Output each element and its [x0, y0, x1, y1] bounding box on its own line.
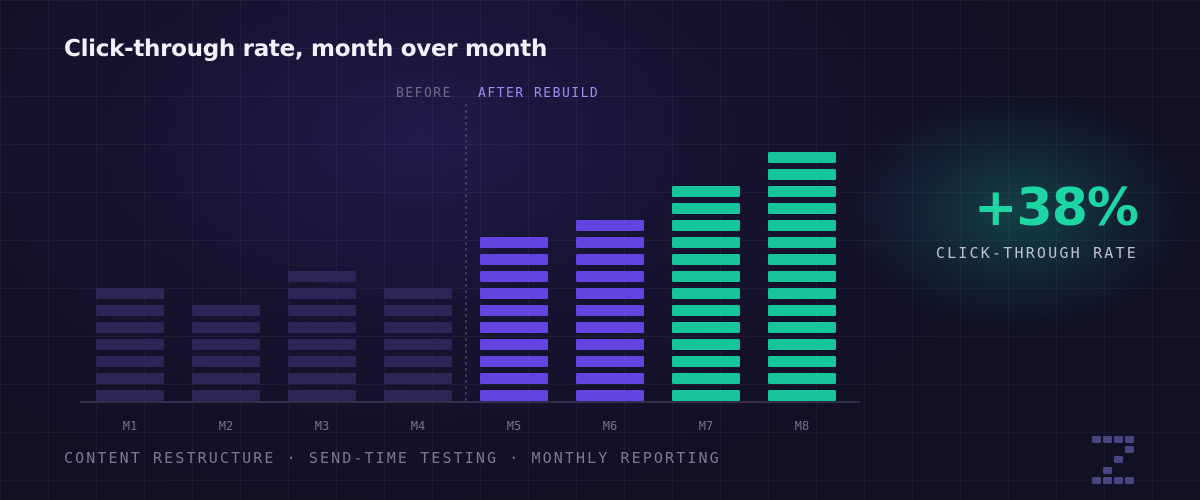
- bar-m8-segment: [768, 339, 836, 350]
- bar-m1-segment: [96, 390, 164, 401]
- bar-m3-segment: [288, 271, 356, 282]
- bar-m7-segment: [672, 203, 740, 214]
- bar-m4-segment: [384, 288, 452, 299]
- bar-m7-segment: [672, 305, 740, 316]
- bar-m3-segment: [288, 390, 356, 401]
- bar-m1-segment: [96, 356, 164, 367]
- bar-m7-segment: [672, 271, 740, 282]
- bar-m2-segment: [192, 390, 260, 401]
- bar-m4-segment: [384, 305, 452, 316]
- bar-m3-segment: [288, 322, 356, 333]
- bar-m6-segment: [576, 220, 644, 231]
- tick-label-m8: M8: [795, 419, 809, 433]
- bar-m2-segment: [192, 305, 260, 316]
- bar-m8-segment: [768, 373, 836, 384]
- brand-logo: [1092, 436, 1134, 484]
- bar-m2-segment: [192, 322, 260, 333]
- stat-glow: [850, 95, 1190, 330]
- bar-m7-segment: [672, 288, 740, 299]
- bar-m5-segment: [480, 373, 548, 384]
- bar-m3-segment: [288, 356, 356, 367]
- bar-m5-segment: [480, 339, 548, 350]
- tick-label-m2: M2: [219, 419, 233, 433]
- bar-m7-segment: [672, 373, 740, 384]
- tick-label-m5: M5: [507, 419, 521, 433]
- bar-m6-segment: [576, 322, 644, 333]
- bar-m7-segment: [672, 356, 740, 367]
- bar-m6-segment: [576, 356, 644, 367]
- bar-m7-segment: [672, 322, 740, 333]
- bar-m3-segment: [288, 373, 356, 384]
- tick-label-m7: M7: [699, 419, 713, 433]
- bar-m7-segment: [672, 186, 740, 197]
- bar-m5-segment: [480, 288, 548, 299]
- bar-m6-segment: [576, 373, 644, 384]
- bar-m8-segment: [768, 203, 836, 214]
- bar-m8-segment: [768, 322, 836, 333]
- bar-m4-segment: [384, 322, 452, 333]
- bar-m6-segment: [576, 237, 644, 248]
- bar-m1-segment: [96, 373, 164, 384]
- bar-m5-segment: [480, 356, 548, 367]
- bar-m8-segment: [768, 169, 836, 180]
- bar-m8-segment: [768, 254, 836, 265]
- bar-m2-segment: [192, 373, 260, 384]
- phase-label-after: AFTER REBUILD: [478, 86, 600, 101]
- stat-value: +38%: [973, 178, 1139, 238]
- bar-m6-segment: [576, 271, 644, 282]
- bar-m3-segment: [288, 339, 356, 350]
- bar-m5-segment: [480, 322, 548, 333]
- tick-label-m6: M6: [603, 419, 617, 433]
- bar-m4-segment: [384, 356, 452, 367]
- bar-m7-segment: [672, 220, 740, 231]
- bar-m6-segment: [576, 305, 644, 316]
- bar-m1-segment: [96, 305, 164, 316]
- bar-m1-segment: [96, 339, 164, 350]
- tick-label-m3: M3: [315, 419, 329, 433]
- bar-m5-segment: [480, 305, 548, 316]
- bar-m8-segment: [768, 237, 836, 248]
- bar-m3-segment: [288, 305, 356, 316]
- bar-m7-segment: [672, 390, 740, 401]
- bar-m8-segment: [768, 305, 836, 316]
- bar-m7-segment: [672, 237, 740, 248]
- bar-m2-segment: [192, 356, 260, 367]
- bar-m7-segment: [672, 339, 740, 350]
- bar-chart: M1 M2 M3 M4 M5 M6 M7 M8: [80, 104, 860, 433]
- bar-m7-segment: [672, 254, 740, 265]
- tick-label-m1: M1: [123, 419, 137, 433]
- bar-m5-segment: [480, 237, 548, 248]
- bar-m8-segment: [768, 288, 836, 299]
- bar-m8-segment: [768, 186, 836, 197]
- bar-m6-segment: [576, 254, 644, 265]
- bar-m5-segment: [480, 390, 548, 401]
- bar-m8-segment: [768, 271, 836, 282]
- bar-m1-segment: [96, 322, 164, 333]
- bar-m6-segment: [576, 288, 644, 299]
- bar-m8-segment: [768, 390, 836, 401]
- bar-m6-segment: [576, 390, 644, 401]
- phase-label-before: BEFORE: [396, 86, 452, 101]
- bar-m4-segment: [384, 339, 452, 350]
- bar-m4-segment: [384, 373, 452, 384]
- footer-tagline: CONTENT RESTRUCTURE · SEND-TIME TESTING …: [64, 449, 721, 467]
- tick-label-m4: M4: [411, 419, 425, 433]
- bar-m8-segment: [768, 220, 836, 231]
- bar-m8-segment: [768, 356, 836, 367]
- bar-m8-segment: [768, 152, 836, 163]
- bar-m5-segment: [480, 254, 548, 265]
- stat-label: CLICK-THROUGH RATE: [935, 244, 1138, 262]
- bar-m4-segment: [384, 390, 452, 401]
- bar-m5-segment: [480, 271, 548, 282]
- bar-m2-segment: [192, 339, 260, 350]
- chart-title: Click-through rate, month over month: [64, 36, 548, 62]
- bar-m1-segment: [96, 288, 164, 299]
- bar-m6-segment: [576, 339, 644, 350]
- bar-m3-segment: [288, 288, 356, 299]
